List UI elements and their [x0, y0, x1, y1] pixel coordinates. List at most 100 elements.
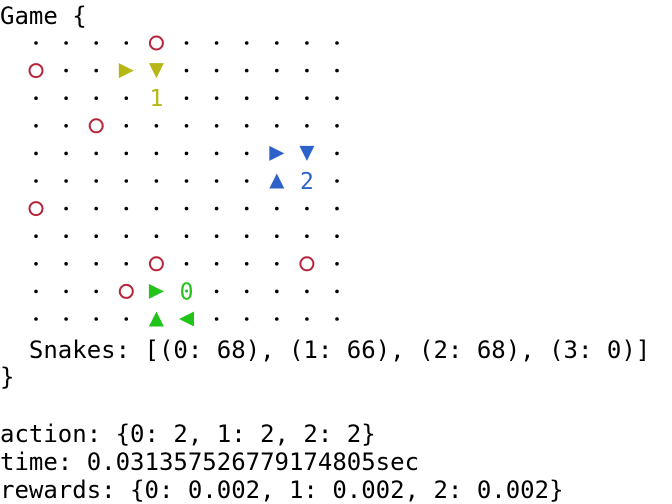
grid-dot — [34, 317, 38, 321]
grid-dot — [94, 234, 98, 238]
action-line: action: {0: 2, 1: 2, 2: 2} — [0, 420, 376, 448]
grid-dot — [94, 179, 98, 183]
grid-dot — [34, 96, 38, 100]
grid-dot — [244, 68, 249, 73]
grid-dot — [244, 289, 249, 294]
grid-dot — [275, 234, 279, 238]
grid-dot — [305, 234, 309, 238]
grid-dot — [124, 234, 129, 238]
food-item — [148, 256, 164, 272]
snakes-scores: Snakes: [(0: 68), (1: 66), (2: 68), (3: … — [0, 336, 651, 364]
grid-dot — [305, 317, 309, 321]
grid-dot — [335, 262, 339, 266]
grid-dot — [184, 234, 189, 238]
grid-dot — [305, 124, 309, 128]
grid-dot — [335, 41, 339, 45]
grid-dot — [305, 96, 309, 100]
grid-dot — [94, 289, 98, 294]
grid-dot — [244, 206, 249, 211]
grid-dot — [64, 206, 68, 211]
grid-dot — [34, 289, 38, 294]
grid-dot — [244, 41, 249, 45]
game-header: Game { — [0, 2, 87, 30]
game-board: 0 1 2 — [28, 35, 339, 327]
grid-dot — [184, 68, 189, 73]
grid-dot — [64, 234, 68, 238]
grid-dot — [124, 41, 129, 45]
food-item — [28, 201, 44, 217]
grid-dot — [305, 289, 309, 294]
grid-dot — [64, 96, 68, 100]
grid-dot — [214, 124, 219, 128]
grid-dot — [124, 124, 129, 128]
grid-dot — [124, 96, 129, 100]
snake-1-segment — [118, 63, 134, 79]
grid-dot — [124, 151, 129, 156]
grid-dot — [335, 179, 339, 183]
grid-dot — [214, 68, 219, 73]
grid-dot — [94, 317, 98, 321]
grid-dot — [335, 289, 339, 294]
food-item — [28, 63, 44, 79]
grid-dot — [275, 317, 279, 321]
grid-dot — [244, 151, 249, 156]
grid-dot — [275, 41, 279, 45]
grid-dot — [244, 96, 249, 100]
grid-dot — [214, 234, 219, 238]
grid-dot — [184, 179, 189, 183]
snake-1-segment — [148, 63, 164, 79]
grid-dot — [94, 96, 98, 100]
grid-dot — [244, 179, 249, 183]
grid-dot — [184, 124, 189, 128]
food-item — [118, 283, 134, 299]
grid-dot — [184, 41, 189, 45]
grid-dot — [214, 179, 219, 183]
grid-dot — [214, 262, 219, 266]
snake-0-segment — [148, 311, 164, 327]
grid-dot — [214, 317, 219, 321]
grid-dot — [275, 262, 279, 266]
grid-dot — [184, 262, 189, 266]
grid-dot — [305, 68, 309, 73]
grid-dot — [214, 206, 219, 211]
grid-dot — [34, 151, 38, 156]
grid-dot — [275, 96, 279, 100]
grid-dot — [94, 262, 98, 266]
game-footer: } — [0, 363, 15, 391]
grid-dot — [124, 206, 129, 211]
grid-dot — [94, 206, 98, 211]
grid-dot — [154, 179, 159, 183]
grid-dot — [64, 68, 68, 73]
grid-dot — [335, 317, 339, 321]
grid-dot — [94, 68, 98, 73]
food-item — [148, 35, 164, 51]
grid-dot — [64, 262, 68, 266]
grid-dot — [64, 41, 68, 45]
grid-dot — [124, 317, 129, 321]
grid-dot — [275, 68, 279, 73]
grid-dot — [275, 206, 279, 211]
grid-dot — [154, 151, 159, 156]
grid-dot — [214, 289, 219, 294]
grid-dot — [64, 289, 68, 294]
grid-dot — [184, 151, 189, 156]
snake-2-label: 2 — [300, 169, 314, 195]
food-item — [299, 256, 315, 272]
grid-dot — [275, 289, 279, 294]
grid-dot — [154, 206, 159, 211]
grid-dot — [214, 151, 219, 156]
snake-2-segment — [299, 145, 315, 161]
grid-dot — [214, 41, 219, 45]
grid-dot — [335, 124, 339, 128]
grid-dot — [64, 317, 68, 321]
snake-2-segment — [269, 173, 285, 189]
grid-dot — [244, 317, 249, 321]
grid-dot — [305, 206, 309, 211]
snake-0-segment — [148, 283, 164, 299]
snake-2-segment — [269, 145, 285, 161]
grid-dot — [244, 124, 249, 128]
snake-0-label: 0 — [180, 279, 194, 305]
grid-dot — [184, 206, 189, 211]
time-line: time: 0.031357526779174805sec — [0, 448, 420, 476]
grid-dot — [184, 96, 189, 100]
